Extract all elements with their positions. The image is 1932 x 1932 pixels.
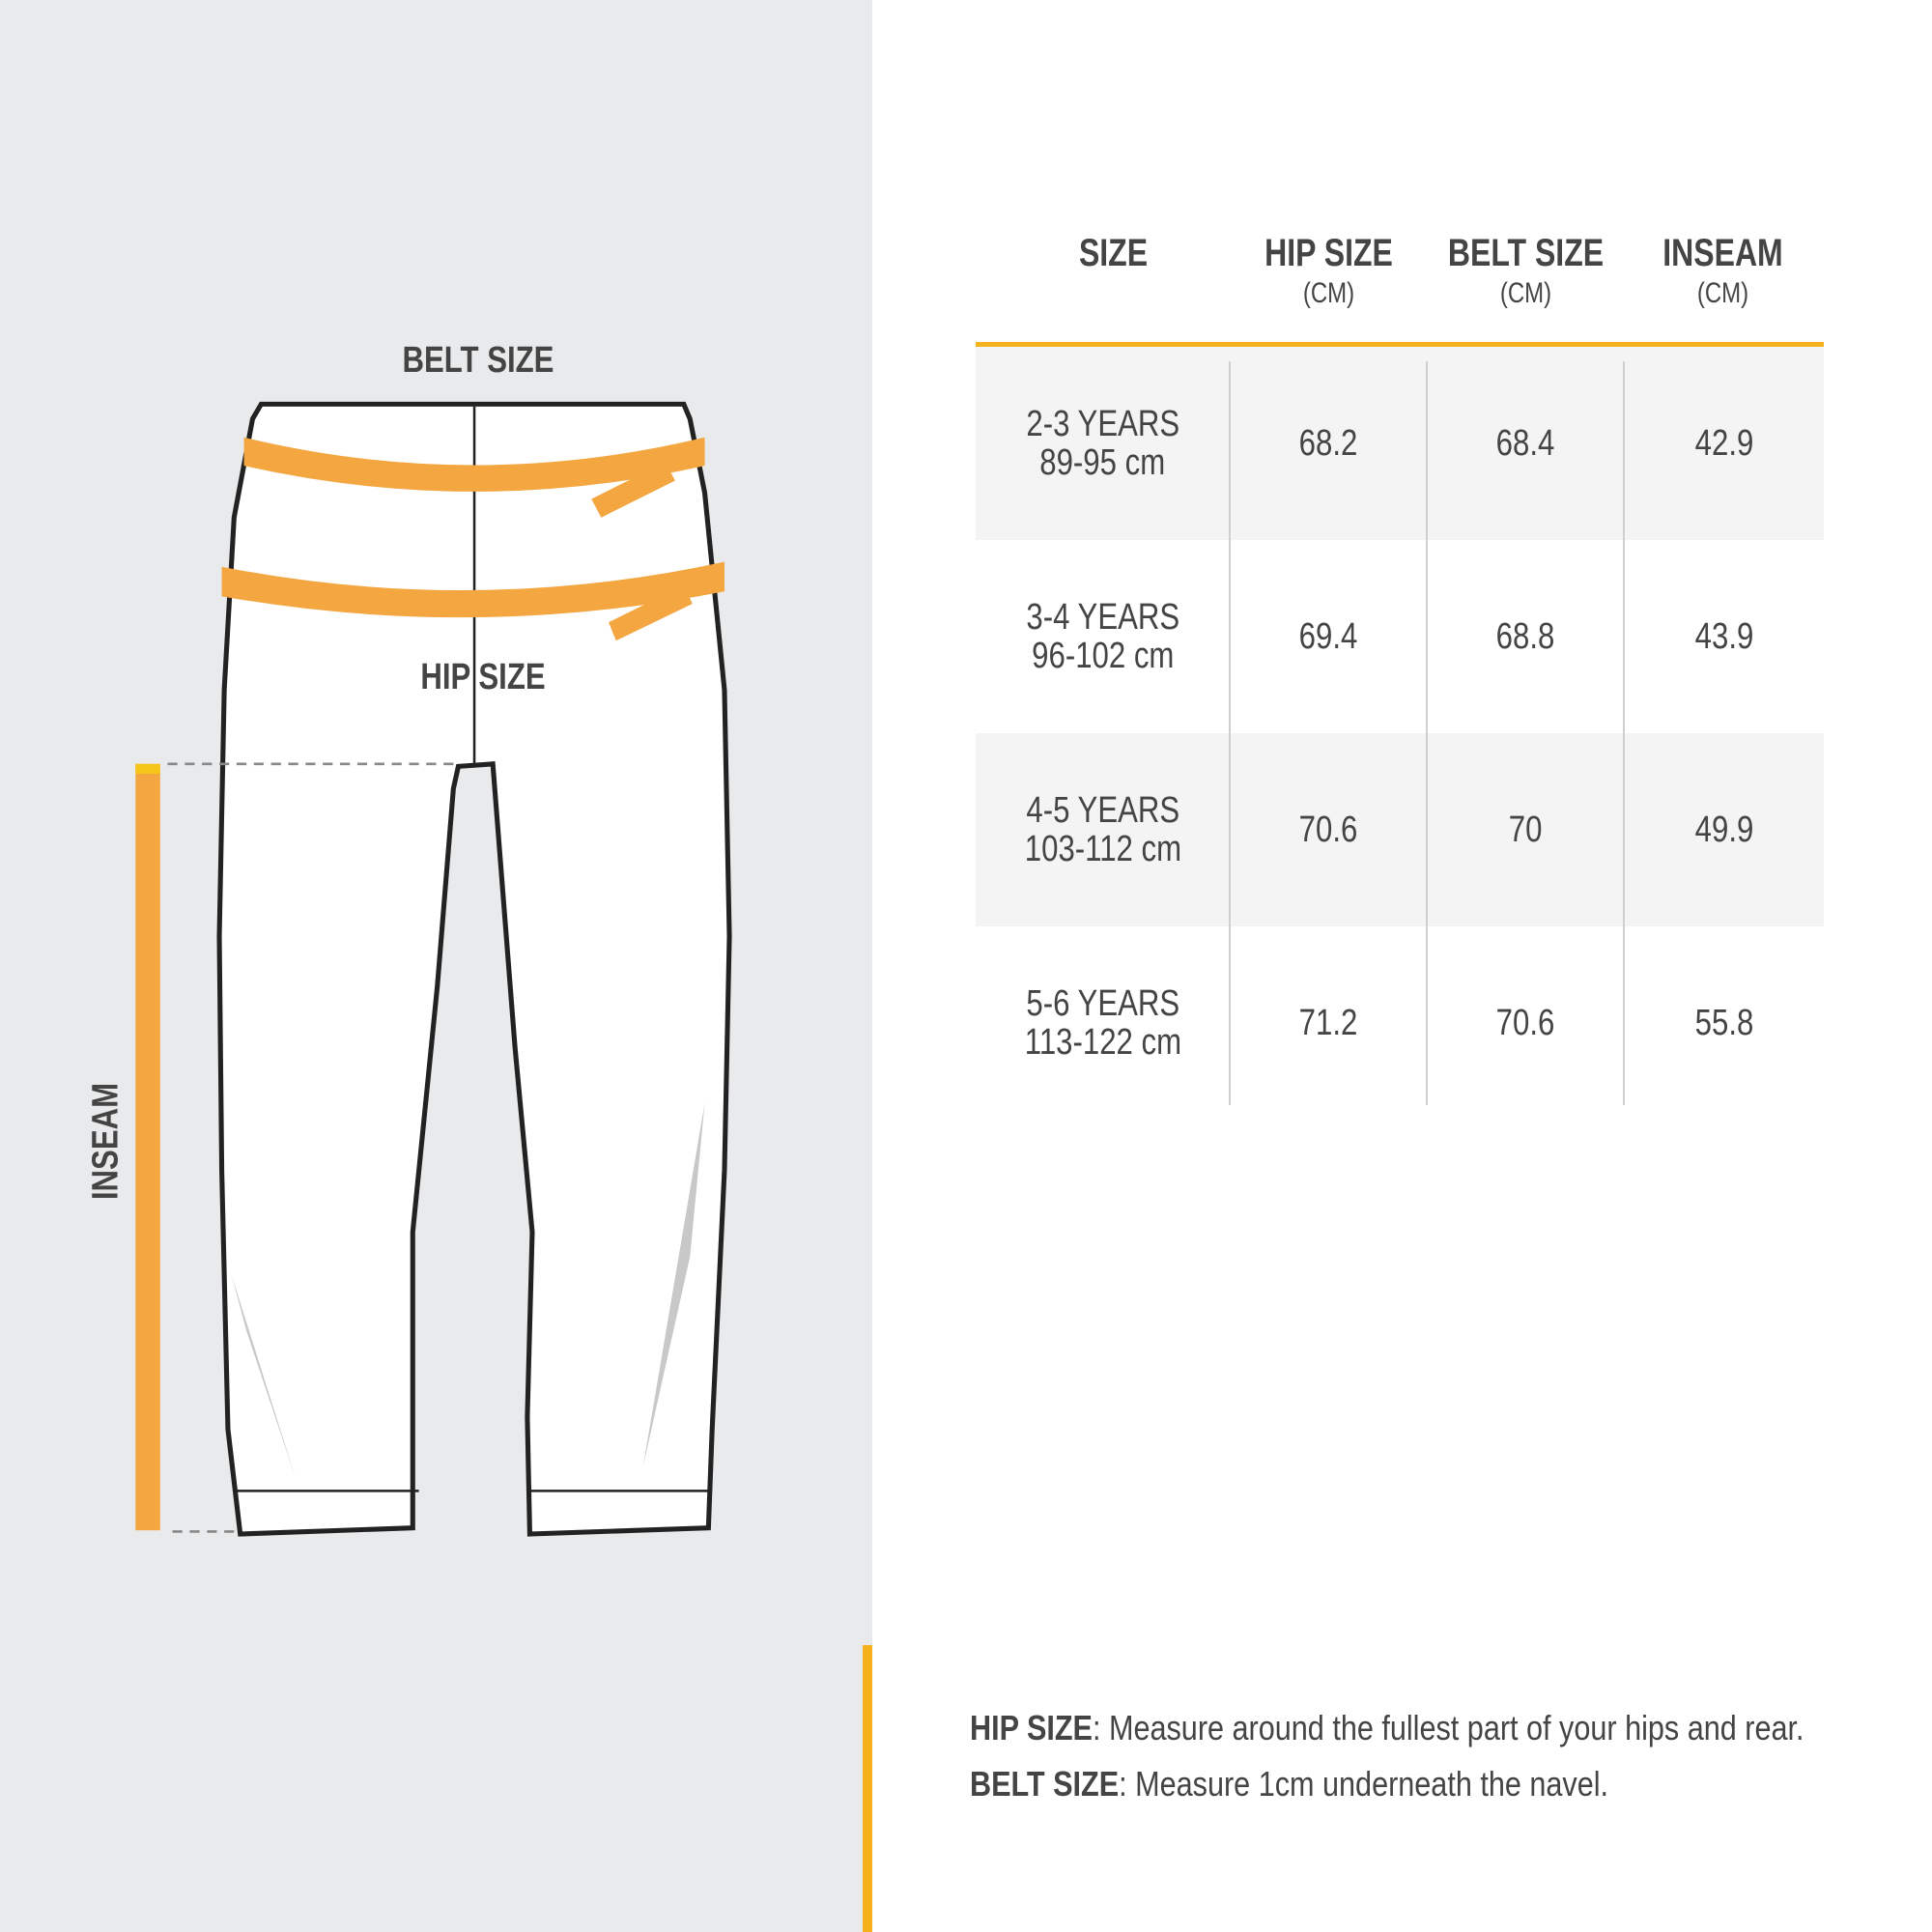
header-size: SIZE — [1078, 232, 1149, 274]
belt-size-label: BELT SIZE — [402, 340, 554, 381]
column-divider — [1426, 361, 1428, 1105]
pants-illustration — [135, 401, 732, 1537]
belt-tape — [243, 437, 705, 492]
hip-size-label: HIP SIZE — [420, 657, 546, 697]
table-row: 2-3 YEARS 89-95 cm 68.2 68.4 42.9 — [976, 347, 1824, 540]
table-row: 3-4 YEARS 96-102 cm 69.4 68.8 43.9 — [1026, 597, 1753, 676]
header-inseam: INSEAM (CM) — [1662, 232, 1783, 309]
belt-tape-end — [591, 462, 675, 518]
pants-outline — [216, 401, 732, 1537]
table-row: 4-5 YEARS 103-112 cm 70.6 70 49.9 — [976, 733, 1824, 926]
hip-size-note: HIP SIZE: Measure around the fullest par… — [970, 1708, 1804, 1747]
inseam-label: INSEAM — [85, 1082, 127, 1201]
fold-shadow — [231, 1275, 297, 1479]
accent-bar — [863, 1645, 872, 1932]
hip-tape — [221, 561, 724, 618]
header-belt-size: BELT SIZE (CM) — [1447, 232, 1605, 309]
header-hip-size: HIP SIZE (CM) — [1264, 232, 1393, 309]
column-divider — [1623, 361, 1625, 1105]
hip-tape-end — [609, 584, 693, 641]
inseam-ruler — [135, 763, 160, 1531]
table-row: 5-6 YEARS 113-122 cm 71.2 70.6 55.8 — [1024, 983, 1753, 1063]
column-divider — [1229, 361, 1231, 1105]
header-divider — [976, 342, 1824, 347]
belt-size-note: BELT SIZE: Measure 1cm underneath the na… — [970, 1764, 1609, 1804]
inseam-guide — [167, 762, 459, 1533]
